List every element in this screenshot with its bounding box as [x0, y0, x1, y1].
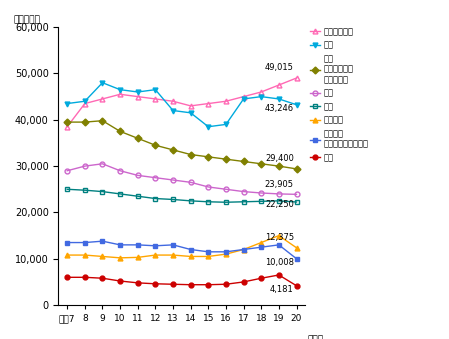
Text: 29,400: 29,400: [265, 154, 294, 163]
Text: 4,181: 4,181: [270, 285, 294, 294]
Text: 43,246: 43,246: [265, 104, 294, 113]
Legend: 情報通信産業, 卸売, 建設
（除電気通信
施設建設）, 小売, 運輸, 輸送機械, 電気機械
（除情報通信機器）, 鉄鋼: 情報通信産業, 卸売, 建設 （除電気通信 施設建設）, 小売, 運輸, 輸送機…: [310, 27, 369, 162]
Text: 49,015: 49,015: [265, 63, 294, 73]
Text: （年）: （年）: [308, 335, 324, 339]
Text: 22,250: 22,250: [265, 200, 294, 209]
Text: 12,375: 12,375: [265, 233, 294, 242]
Text: 10,008: 10,008: [265, 258, 294, 267]
Text: （十億円）: （十億円）: [14, 15, 41, 24]
Text: 23,905: 23,905: [265, 180, 294, 189]
